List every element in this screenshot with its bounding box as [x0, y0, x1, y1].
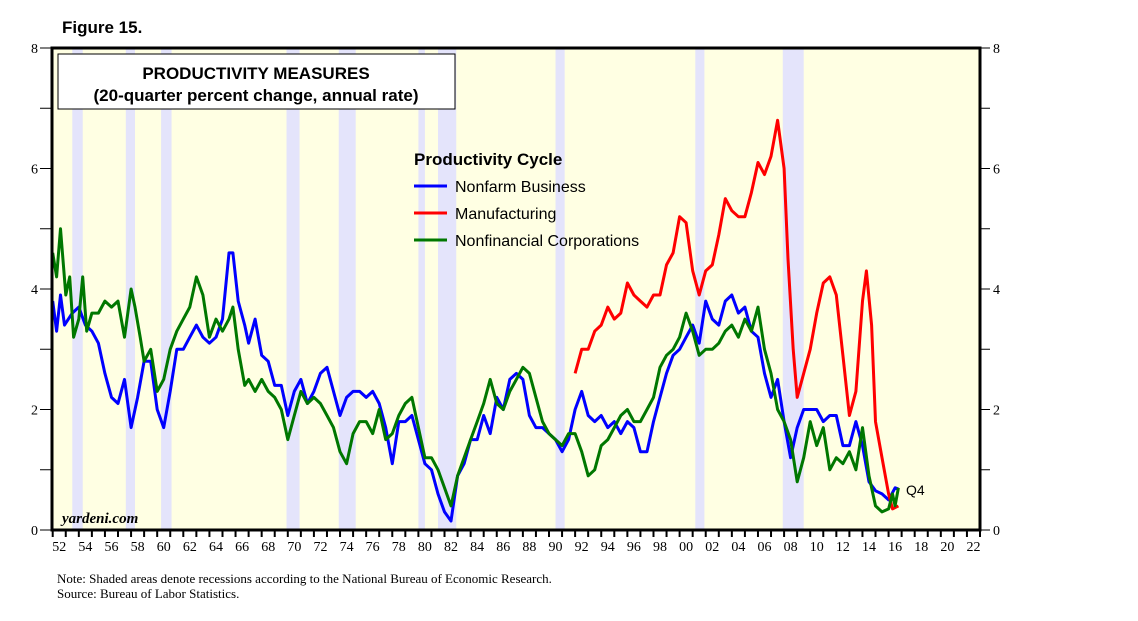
legend-label-nonfarm: Nonfarm Business [455, 179, 586, 196]
x-tick-label: 68 [261, 540, 275, 555]
x-tick-label: 92 [575, 540, 589, 555]
chart-subtitle: (20-quarter percent change, annual rate) [94, 86, 419, 105]
legend-label-nonfinancial: Nonfinancial Corporations [455, 233, 639, 250]
plot-area [52, 48, 980, 530]
recession-band [418, 48, 425, 530]
axes: 0 02 24 46 68 852 54 56 58 60 62 64 66 68 70 72 74 76 78 80… [31, 42, 1000, 555]
recession-band [161, 48, 172, 530]
watermark: yardeni.com [60, 511, 138, 527]
legend-title: Productivity Cycle [414, 150, 562, 169]
x-tick-label: 60 [157, 540, 171, 555]
x-tick-label: 94 [601, 540, 615, 555]
x-tick-label: 54 [78, 540, 92, 555]
title-box: PRODUCTIVITY MEASURES (20-quarter percen… [57, 53, 456, 110]
x-tick-label: 08 [784, 540, 798, 555]
recession-band [437, 48, 457, 530]
x-tick-label: 02 [705, 540, 719, 555]
recession-band [286, 48, 300, 530]
x-tick-label: 76 [366, 540, 380, 555]
y-tick-label-right: 0 [993, 524, 1000, 539]
y-tick-label-left: 2 [31, 404, 38, 419]
y-tick-label-right: 2 [993, 404, 1000, 419]
x-tick-label: 78 [392, 540, 406, 555]
x-tick-label: 04 [731, 540, 745, 555]
y-tick-label-left: 4 [31, 283, 38, 298]
x-tick-label: 14 [862, 540, 876, 555]
x-tick-label: 12 [836, 540, 850, 555]
x-tick-label: 74 [340, 540, 354, 555]
series-lines [51, 118, 900, 523]
x-tick-label: 06 [758, 540, 772, 555]
source-text: Source: Bureau of Labor Statistics. [57, 586, 240, 601]
x-tick-label: 00 [679, 540, 693, 555]
x-tick-label: 86 [496, 540, 510, 555]
x-tick-label: 98 [653, 540, 667, 555]
legend: Productivity Cycle Nonfarm Business Manuf… [414, 150, 639, 250]
legend-label-manufacturing: Manufacturing [455, 206, 556, 223]
x-tick-label: 96 [627, 540, 641, 555]
x-tick-label: 16 [888, 540, 902, 555]
x-tick-label: 84 [470, 540, 484, 555]
y-tick-label-right: 8 [993, 42, 1000, 57]
figure-label: Figure 15. [62, 18, 143, 37]
x-tick-label: 70 [287, 540, 301, 555]
chart-title: PRODUCTIVITY MEASURES [142, 64, 369, 83]
x-tick-label: 64 [209, 540, 223, 555]
x-tick-label: 18 [914, 540, 928, 555]
note-text: Note: Shaded areas denote recessions acc… [57, 571, 552, 586]
plot-frame [50, 46, 982, 532]
x-tick-label: 66 [235, 540, 249, 555]
y-tick-label-left: 6 [31, 163, 38, 178]
y-tick-label-right: 6 [993, 163, 1000, 178]
x-tick-label: 62 [183, 540, 197, 555]
x-tick-label: 22 [966, 540, 980, 555]
x-tick-label: 80 [418, 540, 432, 555]
x-tick-label: 88 [522, 540, 536, 555]
y-tick-label-left: 8 [31, 42, 38, 57]
y-tick-label-left: 0 [31, 524, 38, 539]
x-tick-label: 72 [313, 540, 327, 555]
x-tick-label: 10 [810, 540, 824, 555]
recession-band [555, 48, 565, 530]
x-tick-label: 82 [444, 540, 458, 555]
x-tick-label: 52 [52, 540, 66, 555]
y-tick-label-right: 4 [993, 283, 1000, 298]
recession-band [72, 48, 83, 530]
x-tick-label: 20 [940, 540, 954, 555]
x-tick-label: 90 [549, 540, 563, 555]
series-line-nonfinancial [51, 227, 900, 514]
x-tick-label: 56 [104, 540, 118, 555]
end-annotation: Q4 [906, 482, 925, 498]
x-tick-label: 58 [131, 540, 145, 555]
recession-band [782, 48, 804, 530]
series-line-manufacturing [573, 118, 900, 511]
